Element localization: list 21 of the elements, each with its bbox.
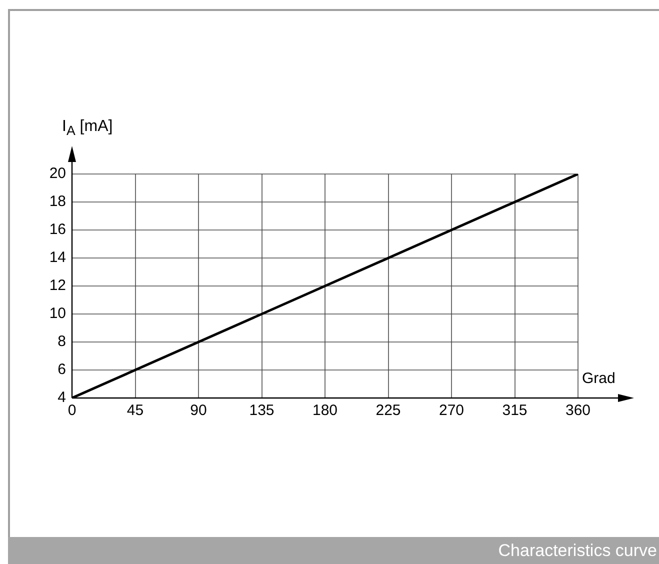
- x-tick-label: 270: [438, 402, 464, 420]
- x-tick-label: 90: [190, 402, 207, 420]
- x-tick-label: 315: [502, 402, 528, 420]
- y-tick-label: 6: [58, 361, 66, 378]
- y-tick-label: 20: [49, 165, 66, 182]
- y-tick-label: 12: [49, 277, 66, 294]
- text: Characteristics curve: [8, 537, 659, 564]
- x-tick-label: 225: [376, 402, 401, 420]
- y-tick-label: 18: [49, 193, 66, 210]
- x-tick-label: 180: [312, 402, 338, 420]
- x-tick-label: 135: [249, 402, 274, 420]
- x-tick-label: 0: [68, 402, 76, 420]
- y-tick-label: 14: [49, 249, 66, 266]
- y-axis-title: I$_{A}$ [mA]: [62, 118, 113, 138]
- x-tick-label: 45: [126, 402, 144, 420]
- x-tick-label: 360: [565, 402, 591, 420]
- y-tick-label: 10: [49, 305, 66, 322]
- x-axis-title: Grad: [582, 370, 616, 387]
- y-tick-label: 8: [58, 333, 66, 350]
- y-tick-label: 4: [58, 389, 66, 406]
- y-tick-label: 16: [49, 221, 66, 238]
